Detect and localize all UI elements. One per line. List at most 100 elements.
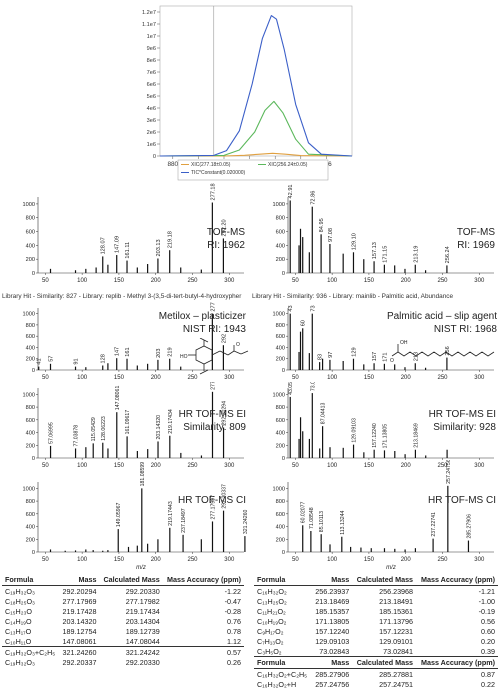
table-row: C₁₉H₃₂O₃+C₂H₅ 321.24260 321.24242 0.57 <box>2 646 244 657</box>
y-tick-label: 1000 <box>273 392 285 398</box>
formula-table-left: Formula Mass Calculated Mass Mass Accuracy … <box>2 574 244 667</box>
table-cell: 292.20337 <box>62 657 97 667</box>
column-header: Mass Accuracy (ppm) <box>416 574 498 586</box>
peak-label: 41 <box>37 358 43 364</box>
x-tick-label: 50 <box>42 278 49 284</box>
peak-label: 171.13805 <box>382 424 388 449</box>
peak-label: 129.10 <box>351 233 357 250</box>
x-tick-label: 880 <box>167 161 178 168</box>
table-cell: 0.60 <box>481 626 495 636</box>
peak-label: 203 <box>156 349 162 358</box>
x-tick-label: 100 <box>327 375 338 381</box>
hr-ci-right-spectrum: 0 200 400 600 800 1000 50 100 150 200 250 300 m/z 60.… <box>273 460 494 571</box>
tof-right-title: TOF-MS RI: 1969 <box>456 227 495 251</box>
column-header: Formula <box>254 574 312 586</box>
peak-label: 237.22741 <box>431 512 437 537</box>
y-tick-label: 6e6 <box>147 82 156 88</box>
plot-frame <box>159 5 353 157</box>
table-cell: 292.20330 <box>125 586 160 596</box>
y-tick-label: 4e6 <box>147 106 156 112</box>
y-tick-label: 1.2e7 <box>142 10 156 16</box>
peak-label: 181.08599 <box>140 462 146 487</box>
table-row: C₁₆H₃₂O₂+C₂H₅ 285.27906 285.27881 0.87 <box>254 669 498 680</box>
y-tick-label: 400 <box>26 243 35 249</box>
table-cell: 277.17969 <box>62 596 97 606</box>
table-cell: C₁₈H₂₅O₃ <box>5 596 35 606</box>
peak-label: 91 <box>74 358 80 364</box>
xic-chart: 0 1e6 2e6 3e6 4e6 5e6 6e6 7e6 8e6 9e6 1e7 1.1e7 1.2e… <box>142 5 353 181</box>
table-row: C₁₆H₃₂O₂ 256.23937 256.23968 -1.21 <box>254 586 498 597</box>
y-tick-label: 800 <box>26 405 35 411</box>
column-header: Formula <box>2 574 59 586</box>
library-hit-right: Library Hit - Similarity: 936 - Library:… <box>252 293 454 300</box>
y-tick-label: 400 <box>276 345 285 351</box>
table-row: C₁₄H₁₉O 203.14320 203.14304 0.76 <box>2 616 244 626</box>
library-hit-left: Library Hit - Similarity: 827 - Library:… <box>2 293 242 300</box>
y-tick-label: 0 <box>32 271 35 277</box>
table-row: C₁₆H₃₂O₂+H 257.24756 257.24751 0.22 <box>254 679 498 689</box>
peak-label: 60 <box>301 320 307 326</box>
y-tick-label: 7e6 <box>147 70 156 76</box>
x-tick-label: 50 <box>292 463 299 469</box>
y-tick-label: 400 <box>276 431 285 437</box>
table-cell: 292.20330 <box>125 657 160 667</box>
x-tick-label: 250 <box>437 557 448 563</box>
y-tick-label: 1000 <box>23 486 35 492</box>
table-cell: 213.18469 <box>315 596 350 606</box>
tof-ms-left-spectrum: 0 200 400 600 800 1000 50 100 150 200 250 300 128.07… <box>23 183 244 284</box>
x-tick-label: 300 <box>224 557 235 563</box>
table-cell: C₁₆H₃₂O₂+C₂H₅ <box>257 669 308 679</box>
table-cell: 171.13805 <box>315 616 350 626</box>
tof-left-title: TOF-MS RI: 1962 <box>206 227 245 251</box>
palmitic-acid-structure: O OH <box>390 340 495 364</box>
nist-left-title: Metilox – plasticizer NIST RI: 1943 <box>158 311 246 335</box>
table-cell: -0.19 <box>478 606 495 616</box>
x-tick-label: 50 <box>42 557 49 563</box>
y-tick-label: 3e6 <box>147 118 156 124</box>
peak-label: 213.18469 <box>413 423 419 448</box>
peak-label: 292.20 <box>221 219 227 236</box>
y-tick-label: 800 <box>276 216 285 222</box>
table-cell: C₁₆H₃₂O₂+H <box>257 679 297 689</box>
peak-label: 161 <box>125 347 131 356</box>
legend-box <box>177 159 329 181</box>
table-cell: 219.17428 <box>62 606 97 616</box>
table-cell: 0.57 <box>162 646 244 657</box>
nist-right-title: Palmitic acid – slip agent NIST RI: 1968 <box>386 311 497 335</box>
y-tick-label: 2e6 <box>147 130 156 136</box>
peak-label: 147.08061 <box>115 386 121 411</box>
peak-label: 277 <box>210 302 216 311</box>
table-cell: C₁₀H₁₉O₂ <box>257 616 287 626</box>
table-header-row: Formula Mass Calculated Mass Mass Accuracy … <box>254 656 498 669</box>
table-cell: 203.14304 <box>125 616 160 626</box>
table-cell: 157.12231 <box>379 626 414 636</box>
x-tick-label: 150 <box>114 463 125 469</box>
peak-label: 83 <box>318 354 324 360</box>
table-cell: -0.28 <box>224 606 241 616</box>
y-tick-label: 200 <box>26 443 35 449</box>
table-cell: 189.12754 <box>62 626 97 636</box>
y-tick-label: 0 <box>32 456 35 462</box>
peak-label: 57.06995 <box>49 422 55 444</box>
peak-label: 128 <box>101 354 107 363</box>
column-header: Mass <box>58 574 100 586</box>
hrci-right-title: HR TOF-MS CI <box>428 495 496 506</box>
peak-label: 203.13 <box>156 239 162 256</box>
x-tick-label: 100 <box>327 463 338 469</box>
y-tick-label: 1e6 <box>147 142 156 148</box>
y-tick-label: 400 <box>276 243 285 249</box>
column-header: Formula <box>254 656 312 669</box>
table-cell: C₃H₅O₂ <box>257 646 282 656</box>
y-tick-label: 0 <box>282 550 285 556</box>
table-cell: C₁₅H₂₃O <box>5 606 33 616</box>
peak-label: 219.17443 <box>168 501 174 526</box>
table-cell: C₇H₁₃O₂ <box>257 636 284 646</box>
table-cell: 0.22 <box>481 679 495 689</box>
table-cell: 285.27906 <box>315 669 350 679</box>
y-tick-label: 200 <box>26 257 35 263</box>
x-tick-label: 250 <box>187 557 198 563</box>
y-tick-label: 400 <box>26 431 35 437</box>
peak-label: 161.09617 <box>125 410 131 435</box>
table-row: C₁₉H₃₂O₃ 292.20337 292.20330 0.26 <box>2 657 244 667</box>
peak-label: 285.27906 <box>466 514 472 539</box>
